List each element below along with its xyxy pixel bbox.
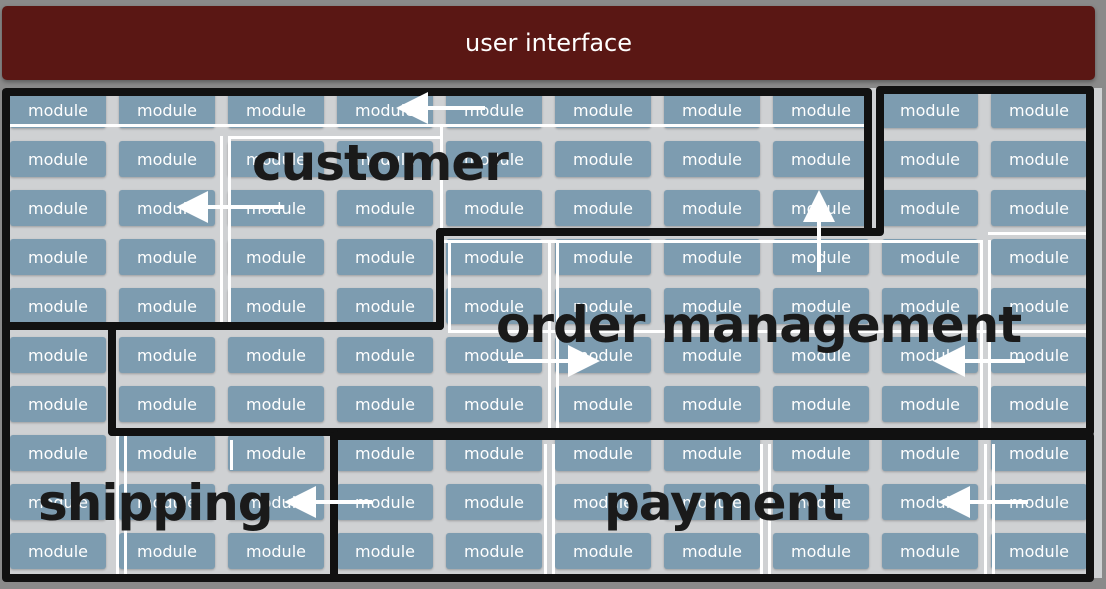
module-box: module	[119, 533, 215, 569]
module-box: module	[773, 141, 869, 177]
module-box: module	[337, 92, 433, 128]
module-box: module	[773, 239, 869, 275]
module-box: module	[228, 337, 324, 373]
module-box: module	[446, 239, 542, 275]
shipping-label: shipping	[38, 474, 274, 532]
partition-line	[230, 440, 233, 470]
module-box: module	[555, 190, 651, 226]
module-box: module	[882, 141, 978, 177]
partition-line	[984, 444, 987, 578]
module-box: module	[228, 239, 324, 275]
module-box: module	[446, 435, 542, 471]
module-box: module	[10, 337, 106, 373]
module-box: module	[10, 239, 106, 275]
module-box: module	[446, 92, 542, 128]
module-box: module	[337, 337, 433, 373]
module-box: module	[773, 386, 869, 422]
module-box: module	[991, 92, 1087, 128]
module-box: module	[882, 239, 978, 275]
module-box: module	[882, 92, 978, 128]
module-box: module	[664, 239, 760, 275]
module-box: module	[10, 92, 106, 128]
module-box: module	[773, 435, 869, 471]
module-box: module	[119, 92, 215, 128]
module-box: module	[10, 288, 106, 324]
module-box: module	[882, 533, 978, 569]
module-box: module	[555, 435, 651, 471]
module-box: module	[228, 386, 324, 422]
module-box: module	[446, 386, 542, 422]
module-box: module	[664, 435, 760, 471]
module-box: module	[664, 533, 760, 569]
partition-line	[440, 240, 980, 243]
module-box: module	[773, 92, 869, 128]
partition-line	[8, 124, 868, 127]
module-box: module	[337, 239, 433, 275]
module-box: module	[337, 484, 433, 520]
module-box: module	[337, 533, 433, 569]
module-box: module	[10, 533, 106, 569]
partition-line	[228, 136, 231, 326]
partition-line	[988, 232, 1088, 235]
module-box: module	[991, 386, 1087, 422]
module-box: module	[664, 141, 760, 177]
module-box: module	[228, 92, 324, 128]
module-box: module	[10, 141, 106, 177]
module-box: module	[228, 435, 324, 471]
module-box: module	[664, 92, 760, 128]
module-box: module	[10, 386, 106, 422]
module-box: module	[555, 386, 651, 422]
module-box: module	[10, 435, 106, 471]
module-box: module	[119, 239, 215, 275]
module-box: module	[882, 484, 978, 520]
module-box: module	[119, 288, 215, 324]
module-box: module	[228, 288, 324, 324]
partition-line	[220, 136, 223, 326]
module-box: module	[337, 435, 433, 471]
module-box: module	[446, 484, 542, 520]
module-box: module	[882, 190, 978, 226]
module-box: module	[991, 435, 1087, 471]
module-box: module	[119, 190, 215, 226]
module-box: module	[555, 533, 651, 569]
user-interface-bar: user interface	[2, 6, 1095, 80]
partition-line	[552, 444, 555, 578]
module-box: module	[991, 141, 1087, 177]
module-box: module	[119, 141, 215, 177]
module-box: module	[664, 386, 760, 422]
module-box: module	[773, 533, 869, 569]
module-box: module	[555, 92, 651, 128]
module-box: module	[555, 141, 651, 177]
module-box: module	[664, 190, 760, 226]
module-box: module	[337, 386, 433, 422]
module-box: module	[882, 435, 978, 471]
payment-label: payment	[604, 474, 844, 532]
module-box: module	[773, 190, 869, 226]
module-box: module	[228, 533, 324, 569]
module-box: module	[991, 239, 1087, 275]
user-interface-label: user interface	[464, 29, 632, 57]
partition-line	[544, 444, 547, 578]
module-box: module	[10, 190, 106, 226]
partition-line	[992, 444, 995, 578]
module-box: module	[882, 386, 978, 422]
module-box: module	[119, 386, 215, 422]
module-box: module	[446, 533, 542, 569]
module-box: module	[991, 533, 1087, 569]
module-box: module	[228, 190, 324, 226]
module-box: module	[337, 288, 433, 324]
partition-line	[448, 240, 451, 332]
module-box: module	[991, 190, 1087, 226]
module-box: module	[337, 190, 433, 226]
module-box: module	[446, 190, 542, 226]
order-management-label: order management	[496, 296, 1022, 354]
module-box: module	[119, 435, 215, 471]
module-box: module	[555, 239, 651, 275]
module-box: module	[119, 337, 215, 373]
customer-label: customer	[252, 134, 509, 192]
module-box: module	[991, 484, 1087, 520]
